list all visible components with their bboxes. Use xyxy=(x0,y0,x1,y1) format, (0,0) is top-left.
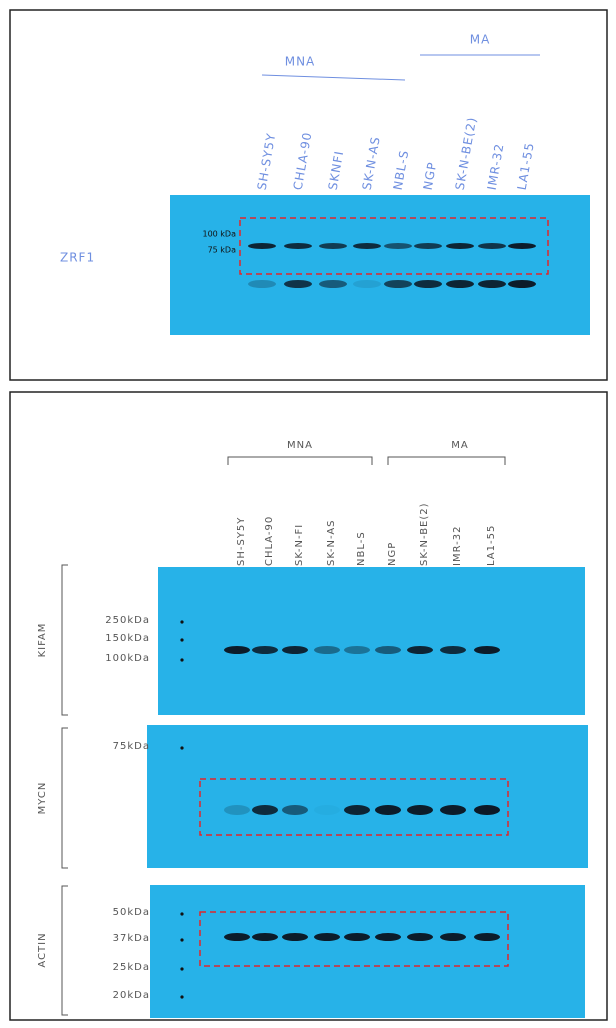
band xyxy=(344,933,370,941)
ladder-dot xyxy=(180,620,183,623)
blot-membrane xyxy=(147,725,588,868)
target-label: ACTIN xyxy=(37,932,48,967)
band xyxy=(508,280,536,288)
marker-label: 37kDa xyxy=(113,933,150,944)
band xyxy=(314,933,340,941)
band xyxy=(446,280,474,288)
lane-label: IMR-32 xyxy=(452,526,463,566)
band xyxy=(319,280,347,288)
band xyxy=(314,646,340,654)
ladder-dot xyxy=(180,912,183,915)
band xyxy=(353,243,381,249)
band xyxy=(282,933,308,941)
ladder-dot xyxy=(180,746,183,749)
band xyxy=(375,933,401,941)
blot-membrane xyxy=(170,195,590,335)
group-label: MA xyxy=(451,440,468,451)
band xyxy=(407,646,433,654)
band xyxy=(248,243,276,249)
lane-label: NBL-S xyxy=(356,531,367,566)
figure: SH-SY5YCHLA-90SKNFISK-N-ASNBL-SNGPSK-N-B… xyxy=(0,0,616,1028)
ladder-dot xyxy=(180,658,183,661)
band xyxy=(384,280,412,288)
marker-label: 25kDa xyxy=(113,962,150,973)
lane-label: SK-N-BE(2) xyxy=(419,502,430,566)
marker-label: 150kDa xyxy=(105,633,150,644)
marker-label: 100 kDa xyxy=(202,230,236,239)
band xyxy=(344,646,370,654)
ladder-dot xyxy=(180,967,183,970)
band xyxy=(284,243,312,249)
marker-label: 50kDa xyxy=(113,907,150,918)
band xyxy=(224,933,250,941)
band xyxy=(319,243,347,249)
ladder-dot xyxy=(180,938,183,941)
band xyxy=(508,243,536,249)
band xyxy=(248,280,276,288)
band xyxy=(252,933,278,941)
band xyxy=(407,805,433,815)
marker-label: 250kDa xyxy=(105,615,150,626)
band xyxy=(344,805,370,815)
band xyxy=(440,646,466,654)
band xyxy=(224,805,250,815)
band xyxy=(478,243,506,249)
lane-label: CHLA-90 xyxy=(264,516,275,566)
blot-membrane xyxy=(150,885,585,1018)
lane-label: SK-N-AS xyxy=(326,519,337,566)
band xyxy=(440,805,466,815)
marker-label: 20kDa xyxy=(113,990,150,1001)
marker-label: 75kDa xyxy=(113,741,150,752)
group-label: MNA xyxy=(285,55,316,69)
band xyxy=(414,280,442,288)
target-label: KIFAM xyxy=(37,623,48,658)
band xyxy=(224,646,250,654)
band xyxy=(284,280,312,288)
band xyxy=(478,280,506,288)
group-label: MA xyxy=(470,33,491,47)
band xyxy=(440,933,466,941)
band xyxy=(407,933,433,941)
band xyxy=(282,646,308,654)
lane-label: LA1-55 xyxy=(486,525,497,566)
lane-label: NGP xyxy=(387,542,398,566)
band xyxy=(375,805,401,815)
band xyxy=(252,805,278,815)
band xyxy=(282,805,308,815)
band xyxy=(384,243,412,249)
band xyxy=(375,646,401,654)
band xyxy=(353,280,381,288)
band xyxy=(474,933,500,941)
marker-label: 75 kDa xyxy=(208,246,237,255)
band xyxy=(314,805,340,815)
band xyxy=(252,646,278,654)
marker-label: 100kDa xyxy=(105,653,150,664)
lane-label: SK-N-FI xyxy=(294,524,305,566)
target-label: ZRF1 xyxy=(60,251,95,265)
blot-membrane xyxy=(158,567,585,715)
band xyxy=(474,805,500,815)
ladder-dot xyxy=(180,995,183,998)
band xyxy=(414,243,442,249)
page: {"top_panel": { "groups": ["MNA", "MA"],… xyxy=(0,0,616,1028)
band xyxy=(474,646,500,654)
ladder-dot xyxy=(180,638,183,641)
group-label: MNA xyxy=(287,440,313,451)
band xyxy=(446,243,474,249)
lane-label: SH-SY5Y xyxy=(236,517,247,566)
target-label: MYCN xyxy=(37,782,48,815)
